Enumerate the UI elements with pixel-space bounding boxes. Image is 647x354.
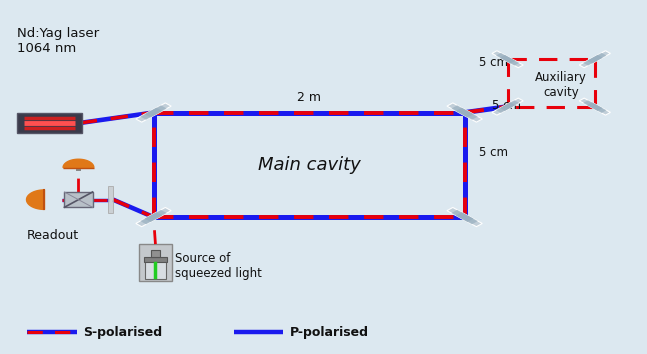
Polygon shape bbox=[587, 102, 602, 111]
Polygon shape bbox=[500, 102, 516, 111]
Text: 5 cm: 5 cm bbox=[479, 56, 509, 69]
Polygon shape bbox=[455, 212, 474, 222]
Text: Readout: Readout bbox=[27, 229, 80, 242]
Text: Nd:Yag laser
1064 nm: Nd:Yag laser 1064 nm bbox=[17, 27, 99, 55]
Polygon shape bbox=[136, 103, 171, 122]
Polygon shape bbox=[583, 100, 606, 113]
Polygon shape bbox=[455, 108, 474, 117]
Text: Source of
squeezed light: Source of squeezed light bbox=[175, 252, 261, 280]
Text: 2 m: 2 m bbox=[298, 91, 322, 104]
Bar bbox=[151, 250, 160, 257]
Polygon shape bbox=[452, 105, 478, 120]
Polygon shape bbox=[579, 98, 611, 115]
Polygon shape bbox=[447, 207, 482, 227]
Bar bbox=[138, 244, 172, 281]
Polygon shape bbox=[500, 55, 516, 63]
FancyBboxPatch shape bbox=[17, 113, 82, 133]
Polygon shape bbox=[452, 210, 478, 224]
Polygon shape bbox=[579, 51, 611, 68]
Polygon shape bbox=[492, 51, 523, 68]
Polygon shape bbox=[492, 98, 523, 115]
Polygon shape bbox=[496, 100, 520, 113]
Polygon shape bbox=[136, 207, 171, 227]
Polygon shape bbox=[447, 207, 482, 227]
Polygon shape bbox=[496, 53, 520, 65]
Polygon shape bbox=[145, 212, 162, 222]
Text: Main cavity: Main cavity bbox=[258, 156, 361, 174]
Polygon shape bbox=[447, 103, 482, 122]
Polygon shape bbox=[583, 53, 606, 65]
Polygon shape bbox=[579, 51, 611, 68]
Polygon shape bbox=[587, 55, 602, 63]
Polygon shape bbox=[492, 98, 523, 115]
Bar bbox=[108, 187, 113, 213]
Polygon shape bbox=[140, 210, 167, 224]
Text: P-polarised: P-polarised bbox=[289, 326, 369, 338]
Polygon shape bbox=[136, 103, 171, 122]
Polygon shape bbox=[579, 98, 611, 115]
Polygon shape bbox=[492, 51, 523, 68]
Bar bbox=[144, 257, 167, 262]
Bar bbox=[144, 258, 166, 279]
Bar bbox=[76, 167, 81, 171]
Polygon shape bbox=[136, 207, 171, 227]
Polygon shape bbox=[447, 103, 482, 122]
Text: 5 cm: 5 cm bbox=[492, 99, 521, 112]
Polygon shape bbox=[145, 108, 162, 117]
Polygon shape bbox=[27, 190, 45, 210]
Text: Auxiliary
cavity: Auxiliary cavity bbox=[535, 71, 587, 99]
Text: S-polarised: S-polarised bbox=[83, 326, 162, 338]
Polygon shape bbox=[63, 159, 94, 167]
Polygon shape bbox=[140, 105, 167, 120]
Bar bbox=[64, 192, 93, 207]
Text: 5 cm: 5 cm bbox=[479, 146, 509, 159]
